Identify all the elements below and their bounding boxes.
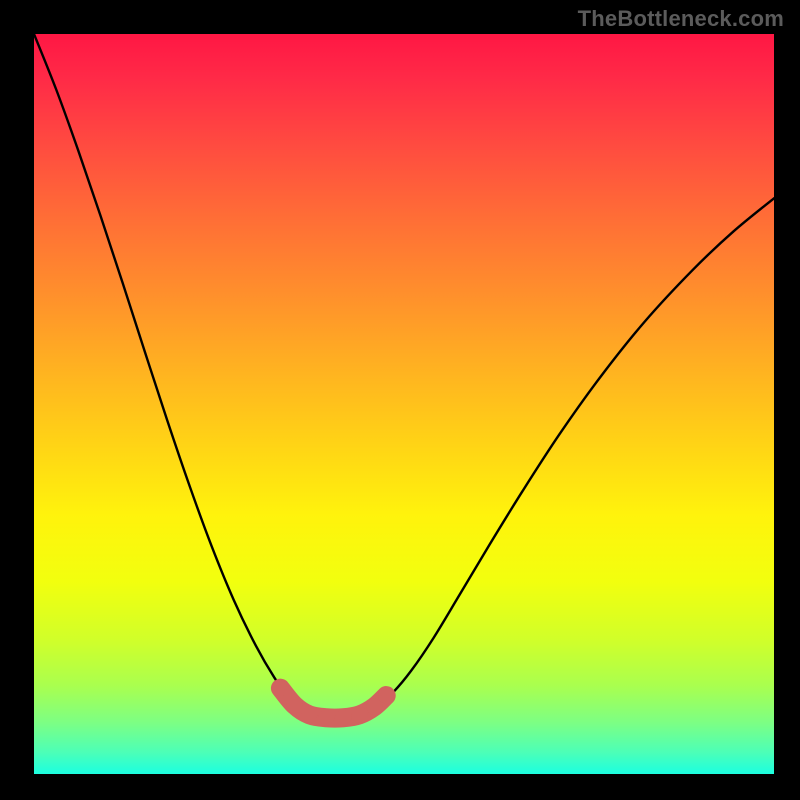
chart-svg: [0, 0, 800, 800]
highlight-band-dot: [352, 707, 368, 723]
watermark-text: TheBottleneck.com: [578, 6, 784, 32]
highlight-band-dot: [272, 680, 288, 696]
highlight-band-dot: [378, 688, 394, 704]
highlight-band-dot: [301, 707, 317, 723]
chart-container: TheBottleneck.com: [0, 0, 800, 800]
highlight-band-dot: [335, 710, 351, 726]
highlight-band-dot: [286, 697, 302, 713]
highlight-band-dot: [366, 699, 382, 715]
highlight-band-dot: [318, 710, 334, 726]
plot-area: [34, 34, 774, 774]
